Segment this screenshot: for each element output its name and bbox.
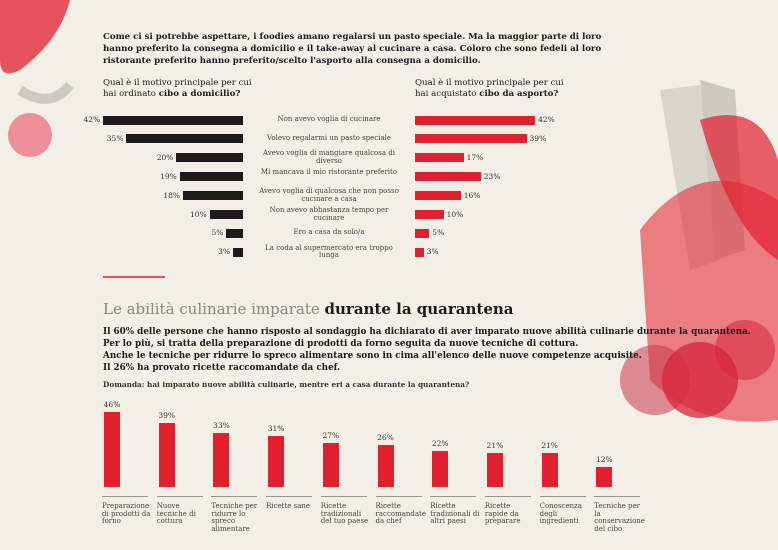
value-label: 19% xyxy=(160,171,177,181)
value-label: 17% xyxy=(466,152,484,162)
value-label: 16% xyxy=(463,190,481,200)
value-label: 46% xyxy=(103,400,121,410)
value-label: 5% xyxy=(211,228,224,238)
value-label: 27% xyxy=(322,430,340,440)
bar xyxy=(377,444,394,487)
baseline xyxy=(320,496,367,497)
bar xyxy=(179,172,243,182)
baseline xyxy=(594,496,641,497)
bar xyxy=(415,153,464,163)
bar xyxy=(103,115,243,125)
value-label: 18% xyxy=(163,190,181,200)
bar xyxy=(415,247,424,257)
value-label: 21% xyxy=(486,440,504,450)
baseline xyxy=(156,496,203,497)
intro-text: Come ci si potrebbe aspettare, i foodies… xyxy=(103,32,602,66)
section-heading: Le abilità culinarie imparate durante la… xyxy=(103,300,514,318)
value-label: 22% xyxy=(431,439,449,449)
section-text: Il 60% delle persone che hanno risposto … xyxy=(103,326,751,374)
category-label: La coda al supermercato era troppo lunga xyxy=(265,243,393,260)
category-label: Non avevo abbastanza tempo per cucinare xyxy=(269,206,389,222)
value-label: 39% xyxy=(158,411,176,421)
category-label: Tecniche per la conservazione del cibo xyxy=(594,502,645,533)
bar xyxy=(415,210,444,219)
bar xyxy=(415,115,536,125)
bar xyxy=(415,191,461,201)
bar xyxy=(596,467,613,487)
bar xyxy=(415,228,430,238)
baseline xyxy=(539,496,586,497)
bar xyxy=(268,436,285,487)
category-label: Avevo voglia di qualcosa che non posso c… xyxy=(259,187,399,203)
value-label: 23% xyxy=(483,171,501,181)
category-label: Preparazione di prodotti da forno xyxy=(102,502,151,525)
chart-title: Qual è il motivo principale per cui hai … xyxy=(415,78,565,100)
value-label: 26% xyxy=(377,432,394,442)
bar xyxy=(209,210,243,219)
bar xyxy=(104,412,120,487)
bar xyxy=(226,228,243,238)
value-label: 5% xyxy=(432,228,445,238)
bar xyxy=(322,442,339,487)
value-label: 42% xyxy=(538,115,555,124)
category-label: Ricette tradizionali del tuo paese xyxy=(320,502,369,525)
baseline xyxy=(102,496,148,497)
bar xyxy=(213,433,230,487)
value-label: 3% xyxy=(426,247,439,257)
text-line: Il 60% delle persone che hanno risposto … xyxy=(103,327,751,337)
bar xyxy=(233,247,243,257)
title-bold: cibo da asporto? xyxy=(479,89,559,99)
title-text: Qual è il motivo principale per cui hai … xyxy=(415,78,564,99)
bar xyxy=(176,153,243,163)
baseline xyxy=(211,496,258,497)
bar xyxy=(541,452,558,487)
chart-title: Domanda: hai imparato nuove abilità culi… xyxy=(103,380,470,389)
title-bold: cibo a domicilio? xyxy=(158,89,241,99)
category-label: Ricette tradizionali di altri paesi xyxy=(430,502,480,525)
value-label: 10% xyxy=(190,209,207,219)
category-label: Ricette rapide da preparare xyxy=(484,502,521,525)
heading-bold: durante la quarantena xyxy=(324,300,514,318)
baseline xyxy=(484,496,531,497)
value-label: 33% xyxy=(213,421,230,431)
bar xyxy=(126,134,243,144)
value-label: 12% xyxy=(595,455,613,465)
value-label: 21% xyxy=(541,440,558,450)
bar xyxy=(486,452,503,487)
heading-text: Le abilità culinarie imparate xyxy=(103,300,325,318)
bar xyxy=(432,451,449,487)
bar xyxy=(415,172,481,182)
bar xyxy=(183,191,243,201)
category-label: Ricette sane xyxy=(266,502,311,510)
title-text: Qual è il motivo principale per cui hai … xyxy=(103,78,252,99)
bar xyxy=(158,423,175,487)
category-label: Volevo regalarmi un pasto speciale xyxy=(266,133,392,142)
value-label: 10% xyxy=(446,209,464,219)
category-label: Ricette raccomandate da chef xyxy=(375,502,427,525)
category-label: Tecniche per ridurre lo spreco alimentar… xyxy=(211,502,258,533)
value-label: 42% xyxy=(83,115,101,124)
value-label: 35% xyxy=(106,133,124,143)
baseline xyxy=(430,496,477,497)
baseline xyxy=(266,496,313,497)
text-line: Il 26% ha provato ricette raccomandate d… xyxy=(103,363,341,373)
category-label: Nuove tecniche di cottura xyxy=(156,502,196,525)
category-label: Conoscenza degli ingredienti xyxy=(539,502,582,525)
value-label: 20% xyxy=(156,152,174,162)
value-label: 3% xyxy=(218,247,231,257)
category-label: Ero a casa da solo/a xyxy=(293,228,365,237)
text-line: Per lo più, si tratta della preparazione… xyxy=(103,339,579,349)
category-label: Mi mancava il mio ristorante preferito xyxy=(260,168,398,177)
value-label: 31% xyxy=(267,424,285,434)
bar xyxy=(415,134,527,144)
baseline xyxy=(375,496,422,497)
value-label: 39% xyxy=(529,133,547,143)
text-line: Anche le tecniche per ridurre lo spreco … xyxy=(103,351,642,361)
category-label: Avevo voglia di mangiare qualcosa di div… xyxy=(263,149,395,165)
chart-title: Qual è il motivo principale per cui hai … xyxy=(103,78,253,100)
category-label: Non avevo voglia di cucinare xyxy=(277,115,381,123)
